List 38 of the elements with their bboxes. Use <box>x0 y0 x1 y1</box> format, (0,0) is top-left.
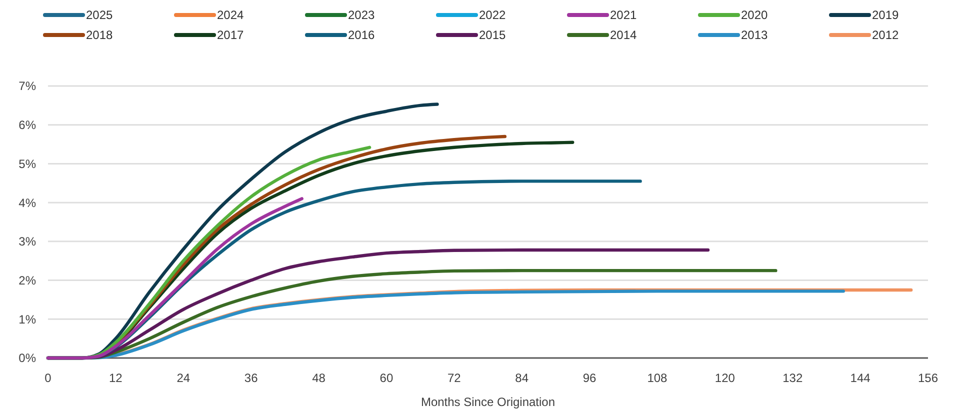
line-series <box>46 197 304 360</box>
legend-label: 2016 <box>348 28 376 42</box>
x-axis-title: Months Since Origination <box>420 395 556 409</box>
legend-label: 2013 <box>741 28 768 42</box>
legend-label: 2018 <box>86 28 114 42</box>
legend-label: 2024 <box>217 8 244 22</box>
x-tick-label: 156 <box>918 371 938 385</box>
legend-label: 2012 <box>872 28 900 42</box>
x-tick-label: 48 <box>312 371 326 385</box>
x-tick-label: 144 <box>850 371 871 385</box>
legend-label: 2017 <box>217 28 244 42</box>
x-tick-label: 60 <box>380 371 394 385</box>
x-tick-label: 108 <box>647 371 668 385</box>
y-tick-label: 6% <box>18 118 36 132</box>
x-tick-label: 120 <box>714 371 736 385</box>
x-tick-label: 36 <box>244 371 258 385</box>
x-tick-label: 72 <box>447 371 462 385</box>
legend-label: 2022 <box>479 8 506 22</box>
legend-label: 2023 <box>348 8 376 22</box>
legend-label: 2021 <box>610 8 638 22</box>
x-tick-label: 12 <box>109 371 123 385</box>
legend-label: 2025 <box>86 8 114 22</box>
y-tick-label: 1% <box>18 312 36 326</box>
legend-label: 2019 <box>872 8 900 22</box>
x-tick-label: 132 <box>782 371 803 385</box>
x-tick-label: 96 <box>582 371 597 385</box>
x-tick-label: 24 <box>176 371 190 385</box>
legend-label: 2020 <box>741 8 768 22</box>
legend-label: 2015 <box>479 28 506 42</box>
y-tick-label: 7% <box>18 79 36 94</box>
y-tick-label: 0% <box>18 351 36 366</box>
legend-label: 2014 <box>610 28 638 42</box>
y-tick-label: 5% <box>18 156 36 171</box>
x-tick-label: 84 <box>515 371 529 385</box>
y-tick-label: 2% <box>18 273 36 288</box>
y-tick-label: 4% <box>18 196 36 210</box>
y-tick-label: 3% <box>18 234 36 249</box>
x-tick-label: 0 <box>44 371 52 385</box>
